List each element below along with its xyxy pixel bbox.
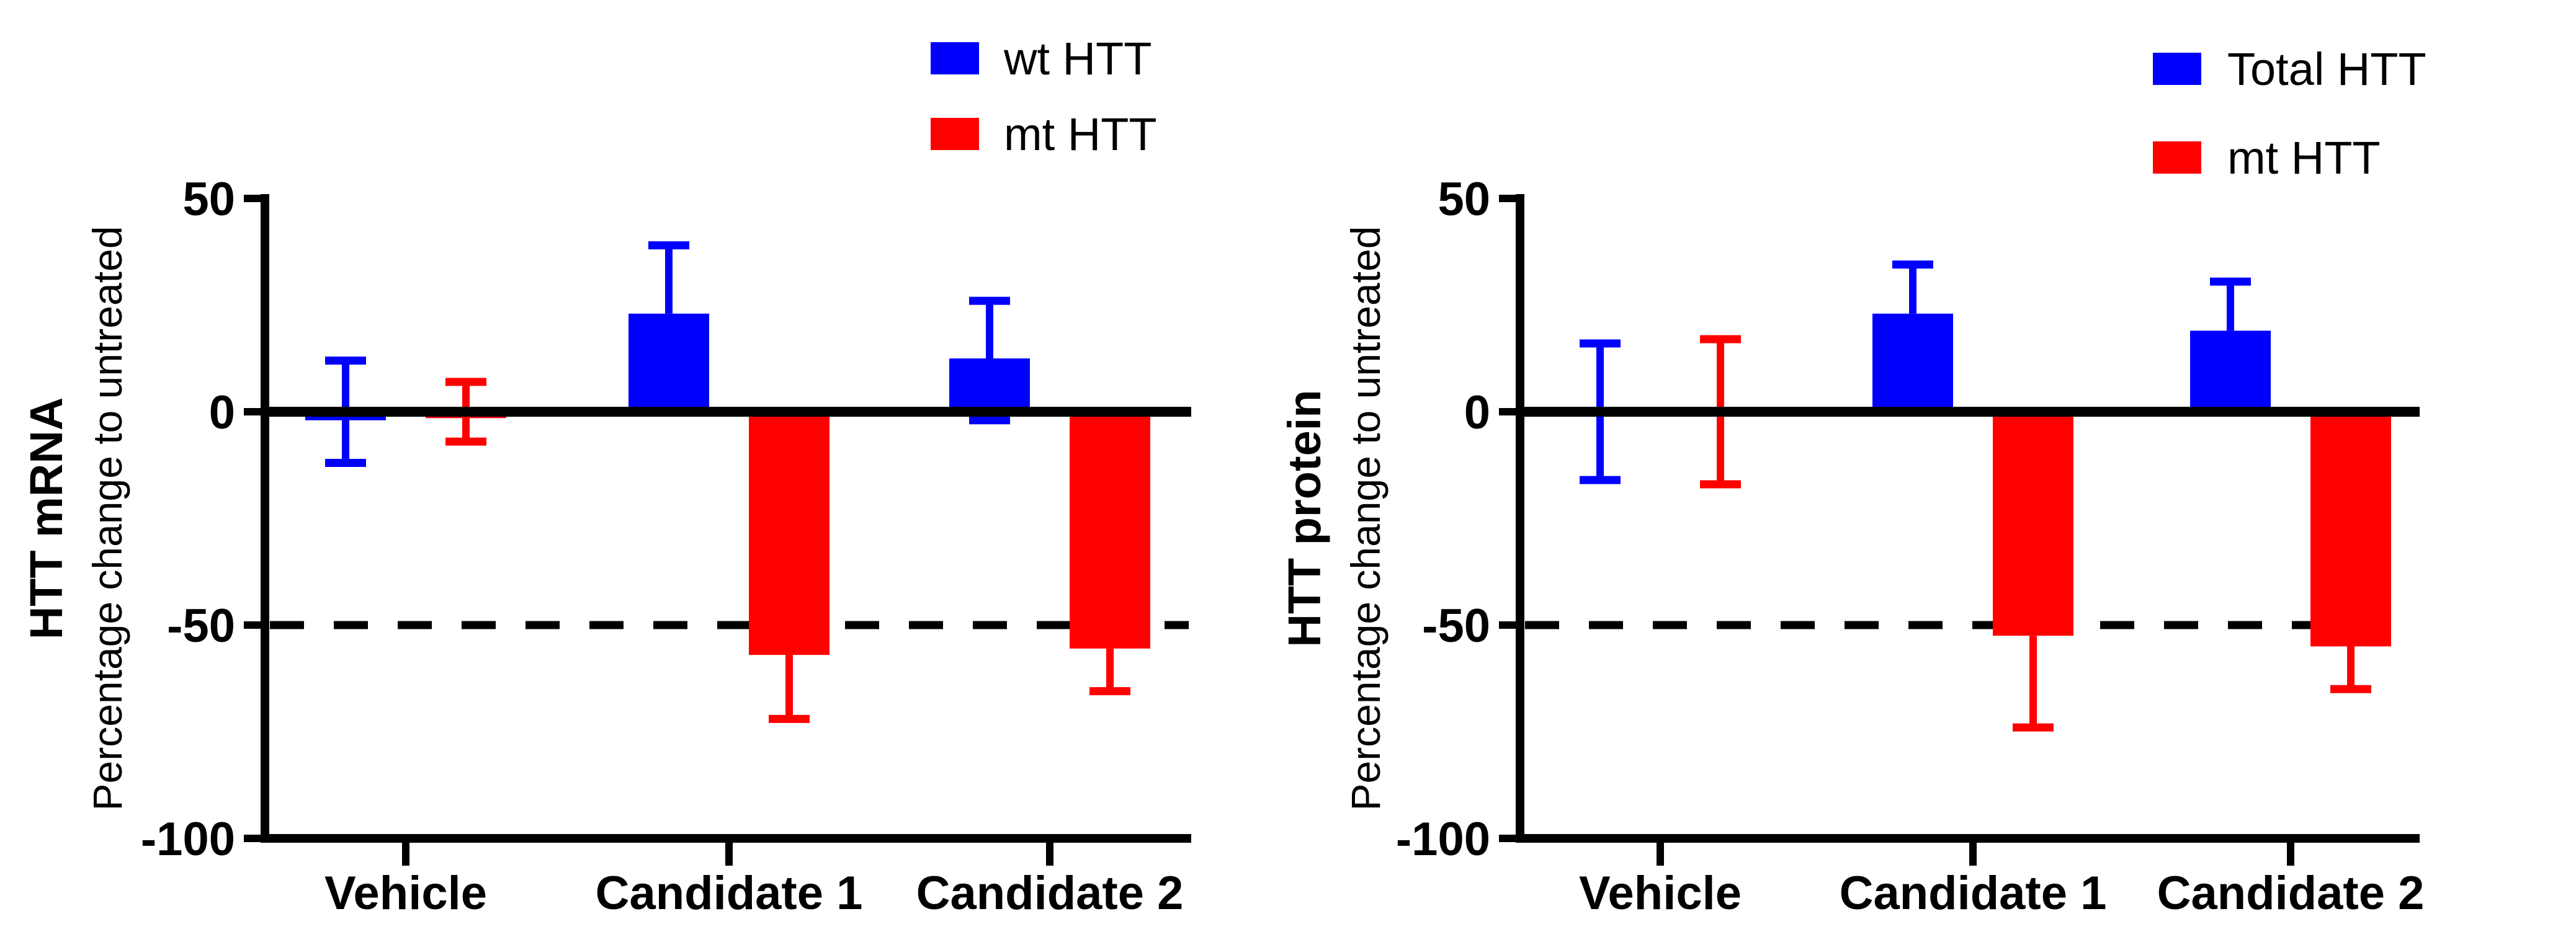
legend: wt HTT mt HTT bbox=[931, 33, 1157, 160]
x-category-label: Candidate 1 bbox=[1840, 867, 2107, 920]
y-axis-label: Percentage change to untreated bbox=[84, 226, 130, 810]
error-bar bbox=[2210, 277, 2251, 331]
legend-swatch-total-htt bbox=[2153, 53, 2201, 85]
error-bar bbox=[1089, 648, 1130, 696]
error-bar bbox=[1892, 260, 1933, 314]
panel-title: HTT protein bbox=[1279, 389, 1330, 647]
legend-swatch-mt-htt bbox=[2153, 141, 2201, 174]
y-tick-label: 50 bbox=[182, 173, 235, 226]
legend-label: wt HTT bbox=[1003, 33, 1152, 84]
y-tick-label: -50 bbox=[1422, 600, 1490, 652]
y-tick-label: -50 bbox=[167, 600, 235, 652]
legend-swatch-mt-htt bbox=[931, 118, 979, 150]
bar-candidate-2-total-htt bbox=[2190, 331, 2271, 412]
error-bar bbox=[648, 241, 689, 314]
bar-candidate-1-wt-htt bbox=[628, 313, 709, 412]
error-bar bbox=[2013, 636, 2054, 732]
bar-candidate-2-mt-htt bbox=[1070, 412, 1150, 649]
y-tick-label: -100 bbox=[1396, 813, 1490, 866]
bar-candidate-1-mt-htt bbox=[749, 412, 830, 655]
legend-swatch-wt-htt bbox=[931, 42, 979, 74]
htt-mrna-panel: 50 0 -50 -100 Vehicle Candidate 1 Candidate 2 H… bbox=[20, 33, 1191, 920]
error-bar bbox=[769, 655, 810, 723]
y-tick-label: 0 bbox=[1464, 386, 1490, 439]
bar-candidate-1-mt-htt bbox=[1993, 412, 2073, 636]
y-tick-label: 50 bbox=[1438, 173, 1490, 226]
legend: Total HTT mt HTT bbox=[2153, 43, 2426, 184]
legend-label: mt HTT bbox=[2227, 132, 2381, 184]
x-category-label: Vehicle bbox=[1579, 867, 1742, 920]
y-tick-label: -100 bbox=[141, 813, 235, 866]
y-axis-label: Percentage change to untreated bbox=[1343, 226, 1389, 810]
x-category-label: Candidate 1 bbox=[596, 867, 863, 920]
x-category-label: Candidate 2 bbox=[2157, 867, 2425, 920]
error-bar bbox=[969, 296, 1010, 425]
legend-label: Total HTT bbox=[2227, 43, 2426, 95]
legend-label: mt HTT bbox=[1004, 109, 1157, 160]
htt-protein-panel: 50 0 -50 -100 Vehicle Candidate 1 Candidate 2 H… bbox=[1279, 43, 2426, 920]
panel-title: HTT mRNA bbox=[20, 397, 72, 640]
bar-candidate-1-total-htt bbox=[1872, 313, 1953, 412]
x-category-label: Vehicle bbox=[324, 867, 487, 920]
error-bar bbox=[2330, 646, 2371, 693]
y-tick-label: 0 bbox=[209, 386, 235, 439]
x-category-label: Candidate 2 bbox=[916, 867, 1184, 920]
bar-candidate-2-mt-htt bbox=[2310, 412, 2391, 647]
